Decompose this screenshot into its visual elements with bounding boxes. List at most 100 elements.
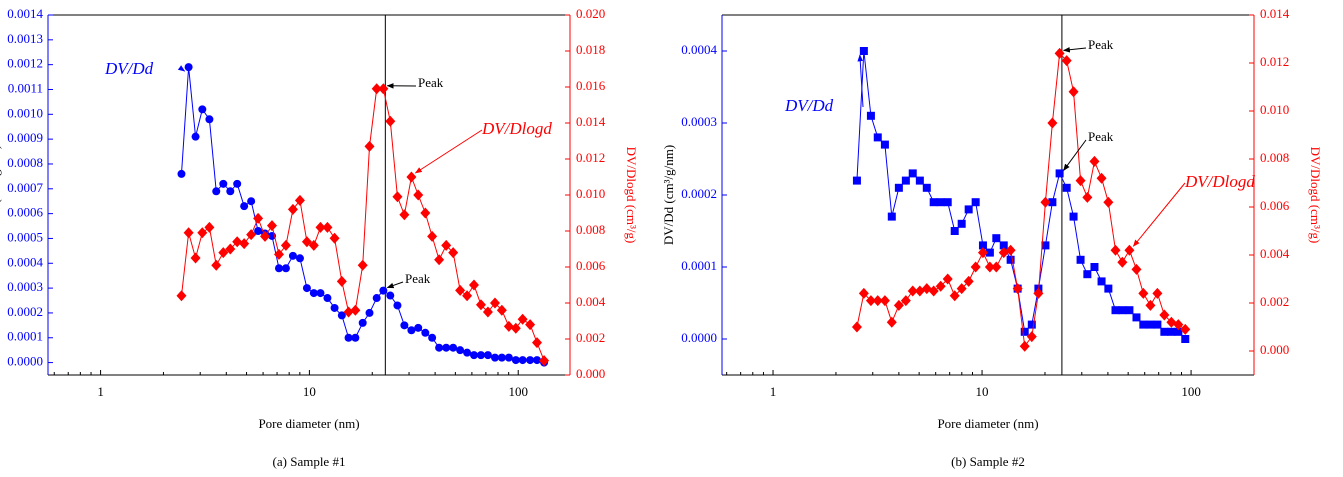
point [246, 229, 257, 241]
point [957, 219, 966, 228]
series-line [180, 67, 545, 364]
y-tick-label: 0.0002 [7, 304, 43, 319]
y2-tick-label: 0.010 [576, 186, 605, 201]
point [936, 198, 945, 207]
point [448, 247, 459, 259]
point [364, 140, 375, 152]
point [351, 333, 360, 342]
y-tick-label: 0.0000 [681, 330, 717, 345]
point [281, 264, 290, 273]
point [1180, 323, 1191, 335]
point [386, 291, 395, 300]
point [866, 111, 875, 120]
point [1132, 313, 1141, 322]
point [308, 239, 319, 251]
point [183, 227, 194, 239]
point [1061, 55, 1072, 67]
y2-tick-label: 0.000 [576, 366, 605, 381]
point [315, 221, 326, 233]
point [240, 202, 249, 211]
point [504, 353, 513, 362]
point [455, 284, 466, 296]
point [1054, 47, 1065, 59]
point [489, 297, 500, 309]
point [1146, 320, 1155, 329]
point [1104, 284, 1113, 293]
point [358, 318, 367, 327]
point [991, 261, 1002, 273]
y-tick-label: 0.0012 [7, 56, 43, 71]
point [1026, 331, 1037, 343]
x-tick-label: 10 [976, 384, 989, 399]
point [330, 303, 339, 312]
point [323, 294, 332, 303]
point [225, 243, 236, 255]
point [532, 356, 541, 365]
point [344, 333, 353, 342]
point [232, 236, 243, 248]
y2-tick-label: 0.004 [1260, 246, 1290, 261]
peak-label: Peak [405, 271, 431, 286]
point [858, 287, 869, 299]
point [942, 273, 953, 285]
x-tick-label: 100 [1181, 384, 1201, 399]
y-axis-label: DV/Dd (cm³/g/nm) [0, 145, 2, 245]
point [901, 176, 910, 185]
point [1103, 196, 1114, 208]
y-tick-label: 0.0014 [7, 6, 43, 21]
point [212, 187, 221, 196]
y2-tick-label: 0.008 [576, 222, 605, 237]
point [1181, 335, 1190, 343]
point [441, 239, 452, 251]
point [886, 316, 897, 328]
y-tick-label: 0.0009 [7, 130, 43, 145]
point [462, 290, 473, 302]
point [1055, 169, 1064, 178]
y2-axis-label: DV/Dlogd (cm³/g) [1308, 147, 1323, 244]
point [964, 205, 973, 214]
point [1145, 299, 1156, 311]
point [469, 351, 478, 360]
point [935, 280, 946, 292]
point [894, 183, 903, 192]
point [518, 356, 527, 365]
y2-tick-label: 0.016 [576, 78, 606, 93]
point [496, 304, 507, 316]
point [406, 171, 417, 183]
caption: (b) Sample #2 [951, 454, 1025, 469]
point [253, 212, 264, 224]
annotation-arrow [1132, 182, 1186, 247]
y-tick-label: 0.0001 [7, 329, 43, 344]
point [226, 187, 235, 196]
point [399, 209, 410, 221]
y2-tick-label: 0.006 [576, 258, 606, 273]
caption: (a) Sample #1 [273, 454, 346, 469]
point [1125, 306, 1134, 315]
y-tick-label: 0.0003 [681, 114, 717, 129]
point [865, 295, 876, 307]
point [1160, 327, 1169, 336]
y2-tick-label: 0.008 [1260, 150, 1289, 165]
y-tick-label: 0.0006 [7, 205, 43, 220]
point [273, 248, 284, 260]
point [475, 299, 486, 311]
point [280, 239, 291, 251]
point [463, 348, 472, 357]
point [1117, 256, 1128, 268]
point [371, 83, 382, 95]
point [357, 259, 368, 271]
point [198, 105, 207, 114]
point [343, 306, 354, 318]
point [1089, 155, 1100, 167]
y2-tick-label: 0.010 [1260, 102, 1289, 117]
point [950, 227, 959, 235]
point [525, 319, 536, 331]
y-tick-label: 0.0013 [7, 31, 43, 46]
point [1076, 255, 1085, 264]
point [915, 176, 924, 185]
point [887, 212, 896, 221]
point [336, 275, 347, 287]
y-tick-label: 0.0005 [7, 229, 43, 244]
y2-tick-label: 0.002 [1260, 294, 1289, 309]
